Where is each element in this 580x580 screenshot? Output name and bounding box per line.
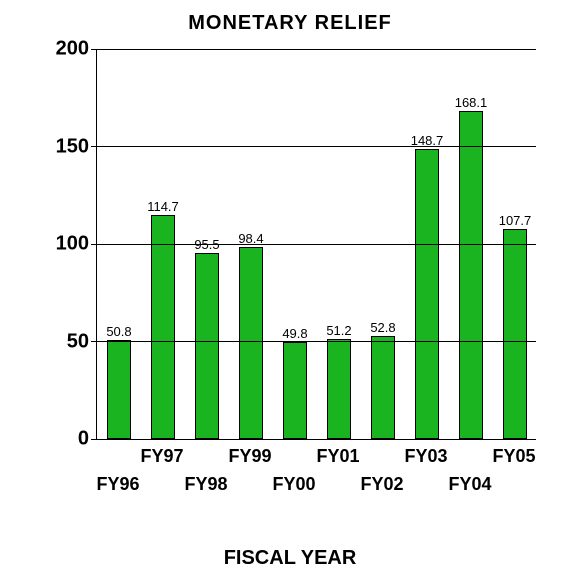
grid-line (97, 49, 536, 50)
x-tick-label: FY99 (228, 446, 271, 467)
grid-line (97, 244, 536, 245)
bar-value-label: 95.5 (194, 237, 219, 254)
bar: 98.4 (239, 247, 263, 439)
bar: 50.8 (107, 340, 131, 439)
bar: 51.2 (327, 339, 351, 439)
y-tick-mark (91, 146, 97, 147)
bar-value-label: 52.8 (370, 320, 395, 337)
y-tick-mark (91, 244, 97, 245)
bar: 148.7 (415, 149, 439, 439)
bar: 168.1 (459, 111, 483, 439)
y-tick-mark (91, 341, 97, 342)
x-tick-label: FY05 (492, 446, 535, 467)
plot-area: 50.8114.795.598.449.851.252.8148.7168.11… (96, 50, 536, 440)
bar: 52.8 (371, 336, 395, 439)
bar-value-label: 148.7 (411, 133, 444, 150)
x-axis-label: FISCAL YEAR (0, 547, 580, 570)
chart-title: MONETARY RELIEF (0, 12, 580, 35)
bar: 49.8 (283, 342, 307, 439)
x-tick-label: FY98 (184, 474, 227, 495)
bar-value-label: 51.2 (326, 323, 351, 340)
grid-line (97, 341, 536, 342)
x-tick-labels: FY96FY97FY98FY99FY00FY01FY02FY03FY04FY05 (96, 446, 536, 516)
bar-value-label: 168.1 (455, 95, 488, 112)
x-tick-label: FY00 (272, 474, 315, 495)
bar: 95.5 (195, 253, 219, 439)
x-tick-label: FY97 (140, 446, 183, 467)
bars-group: 50.8114.795.598.449.851.252.8148.7168.11… (97, 50, 536, 439)
bar-value-label: 107.7 (499, 213, 532, 230)
x-tick-label: FY04 (448, 474, 491, 495)
x-tick-label: FY02 (360, 474, 403, 495)
bar-value-label: 98.4 (238, 231, 263, 248)
grid-line (97, 146, 536, 147)
bar: 114.7 (151, 215, 175, 439)
x-tick-label: FY03 (404, 446, 447, 467)
bar-value-label: 50.8 (106, 324, 131, 341)
y-tick-mark (91, 49, 97, 50)
x-tick-label: FY96 (96, 474, 139, 495)
y-tick-mark (91, 439, 97, 440)
bar-value-label: 114.7 (147, 199, 179, 216)
chart-container: MONETARY RELIEF MONETARY RELIEF (MIL) 50… (0, 0, 580, 580)
bar: 107.7 (503, 229, 527, 439)
x-tick-label: FY01 (316, 446, 359, 467)
